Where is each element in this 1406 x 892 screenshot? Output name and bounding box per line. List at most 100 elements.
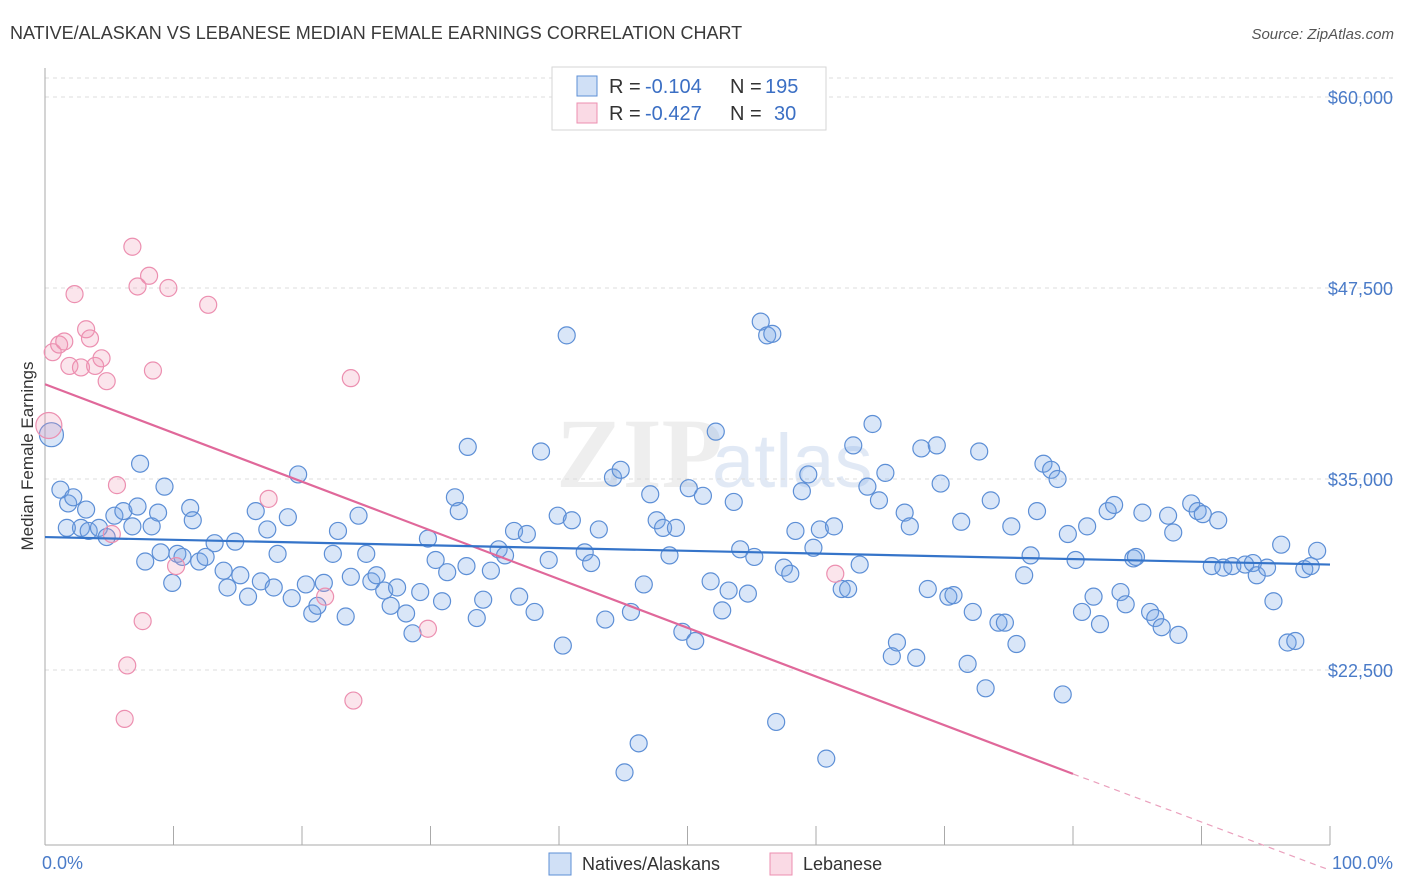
lebanese-point	[102, 524, 121, 544]
native-alaskan-point	[611, 460, 630, 479]
native-alaskan-point	[155, 477, 174, 496]
native-alaskan-point	[1193, 505, 1212, 524]
native-alaskan-point	[603, 468, 623, 487]
y-tick-label-60000: $60,000	[1328, 88, 1393, 108]
lebanese-point	[143, 361, 163, 380]
native-alaskan-point	[731, 540, 750, 559]
native-alaskan-point	[895, 503, 914, 522]
native-alaskan-point	[128, 497, 147, 516]
lebanese-point	[97, 372, 116, 391]
lebanese-point	[107, 476, 127, 495]
native-alaskan-point	[148, 503, 168, 522]
lebanese-point	[43, 343, 62, 362]
lebanese-point	[65, 285, 84, 304]
native-alaskan-point	[77, 500, 96, 519]
native-alaskan-point	[1021, 546, 1040, 565]
lebanese-point	[826, 564, 845, 583]
native-alaskan-point	[438, 563, 457, 582]
native-alaskan-point	[738, 584, 757, 603]
native-alaskan-point	[264, 578, 283, 597]
native-alaskan-point	[467, 608, 486, 628]
native-alaskan-point	[882, 647, 901, 666]
native-alaskan-point	[799, 465, 818, 484]
native-alaskan-point	[278, 508, 297, 527]
native-alaskan-point	[1169, 625, 1188, 644]
native-alaskan-point	[367, 566, 386, 585]
native-alaskan-point	[403, 624, 422, 643]
native-alaskan-point	[927, 436, 946, 455]
native-alaskan-point	[445, 488, 465, 507]
native-alaskan-point	[218, 578, 237, 597]
lebanese-point	[123, 237, 142, 256]
native-alaskan-point	[449, 501, 468, 521]
native-alaskan-point	[869, 491, 889, 510]
native-alaskan-point	[918, 579, 937, 599]
native-alaskan-point	[183, 511, 202, 530]
y-axis-label: Median Female Earnings	[18, 362, 37, 551]
native-alaskan-point	[1182, 494, 1201, 513]
native-alaskan-point	[1272, 535, 1291, 554]
native-alaskan-point	[387, 578, 407, 597]
native-alaskan-point	[1072, 602, 1092, 622]
native-alaskan-point	[282, 589, 301, 608]
native-alaskan-point	[381, 596, 400, 615]
y-tick-label-22500: $22,500	[1328, 661, 1393, 681]
x-tick-label-max: 100.0%	[1332, 853, 1393, 873]
lebanese-point	[118, 656, 137, 675]
lebanese-point	[341, 369, 360, 388]
watermark-zip: ZIP	[556, 398, 723, 509]
chart-source: Source: ZipAtlas.com	[1251, 26, 1394, 43]
series-legend-label-natives: Natives/Alaskans	[582, 854, 720, 874]
native-alaskan-point	[1048, 469, 1067, 489]
native-alaskan-point	[981, 491, 1000, 510]
native-alaskan-point	[205, 534, 224, 553]
lebanese-point	[344, 691, 363, 710]
native-alaskan-point	[231, 566, 250, 585]
native-alaskan-point	[792, 482, 811, 501]
legend-n-value-blue: 195	[765, 76, 798, 98]
native-alaskan-point	[596, 610, 615, 629]
native-alaskan-point	[995, 613, 1014, 632]
native-alaskan-point	[517, 524, 536, 544]
native-alaskan-point	[989, 613, 1008, 632]
native-alaskan-point	[79, 521, 98, 541]
native-alaskan-point	[457, 556, 476, 576]
x-axis-ticks	[44, 826, 1331, 845]
native-alaskan-point	[1152, 618, 1171, 637]
native-alaskan-point	[531, 442, 551, 461]
native-alaskan-point	[786, 521, 805, 541]
native-alaskan-point	[1164, 523, 1183, 542]
native-alaskan-point	[1002, 517, 1021, 536]
legend-n-value-pink: 30	[774, 103, 796, 125]
native-alaskan-point	[196, 547, 215, 567]
native-alaskan-point	[136, 552, 155, 571]
native-alaskan-point	[912, 439, 931, 458]
native-alaskan-point	[97, 527, 116, 547]
series-natives-alaskans	[38, 312, 1327, 782]
native-alaskan-point	[944, 586, 963, 605]
native-alaskan-point	[1286, 631, 1305, 651]
native-alaskan-point	[1264, 592, 1283, 611]
native-alaskan-point	[163, 573, 182, 593]
lebanese-point	[86, 356, 105, 376]
lebanese-trend-extension	[1072, 773, 1331, 871]
watermark: ZIP atlas	[556, 398, 873, 509]
native-alaskan-point	[1301, 556, 1320, 576]
lebanese-point	[55, 332, 74, 351]
native-alaskan-point	[713, 601, 732, 620]
native-alaskan-point	[1278, 633, 1297, 652]
native-alaskan-point	[970, 442, 989, 461]
native-alaskan-point	[1015, 566, 1034, 585]
legend-r-value-pink: -0.427	[645, 103, 702, 125]
legend-r-label-pink: R =	[609, 103, 641, 125]
native-alaskan-point	[629, 734, 648, 753]
lebanese-point	[259, 489, 278, 508]
series-legend-swatch-natives	[548, 852, 572, 876]
native-alaskan-point	[1188, 501, 1207, 521]
native-alaskan-point	[647, 511, 666, 530]
native-alaskan-point	[653, 518, 673, 537]
legend-n-label-blue: N =	[730, 76, 762, 98]
native-alaskan-point	[900, 517, 919, 536]
legend-r-label-blue: R =	[609, 76, 641, 98]
